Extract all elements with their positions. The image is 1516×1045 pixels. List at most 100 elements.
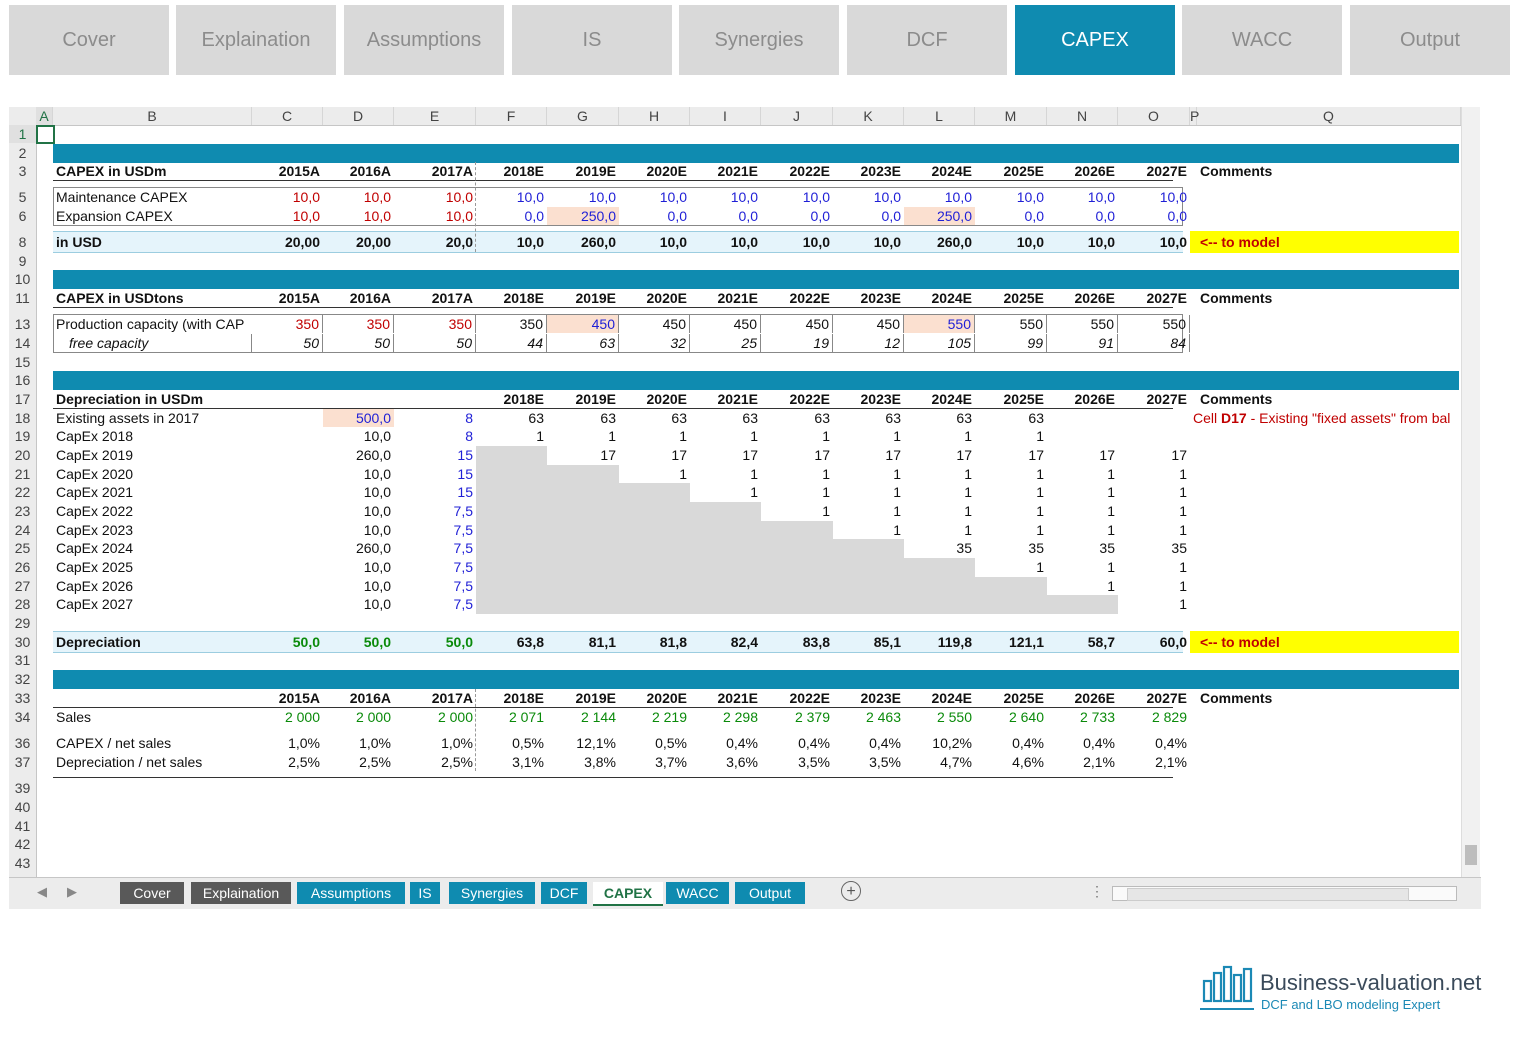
value-cell[interactable]: 0,0	[667, 208, 687, 224]
value-cell[interactable]: 1	[1036, 503, 1044, 519]
value-cell[interactable]: 63	[814, 410, 830, 426]
row-header[interactable]: 30	[14, 634, 31, 650]
plus-circle-icon[interactable]: +	[841, 881, 861, 901]
year-header[interactable]: 2019E	[575, 163, 616, 179]
column-header-f[interactable]: F	[476, 107, 547, 125]
value-cell[interactable]: 1	[608, 428, 616, 444]
value-cell[interactable]: 1	[964, 484, 972, 500]
value-cell[interactable]: 10,0	[363, 466, 391, 482]
year-header[interactable]: 2021E	[717, 690, 758, 706]
row-header[interactable]: 17	[14, 391, 31, 407]
year-header[interactable]: 2016A	[349, 163, 391, 179]
value-cell[interactable]: 10,0	[1016, 189, 1044, 205]
value-cell[interactable]: 1	[1107, 578, 1115, 594]
total-cell[interactable]: 50,0	[292, 634, 320, 650]
value-cell[interactable]: 8	[465, 428, 473, 444]
value-cell[interactable]: 10,0	[445, 208, 473, 224]
value-cell[interactable]: 1	[1179, 522, 1187, 538]
value-cell[interactable]: 260,0	[355, 447, 391, 463]
value-cell[interactable]: 1	[1036, 428, 1044, 444]
horizontal-scrollbar[interactable]	[1112, 886, 1457, 901]
total-cell[interactable]: 58,7	[1087, 634, 1115, 650]
value-cell[interactable]: 1	[1036, 466, 1044, 482]
value-cell[interactable]: 50	[252, 334, 323, 352]
row-header[interactable]: 43	[14, 855, 31, 871]
year-header[interactable]: 2020E	[646, 690, 687, 706]
value-cell[interactable]: 2 000	[355, 709, 391, 725]
column-header-h[interactable]: H	[619, 107, 690, 125]
value-cell[interactable]: 0,4%	[1155, 735, 1187, 751]
value-cell[interactable]: 10,0	[1159, 189, 1187, 205]
row-header[interactable]: 1	[9, 125, 36, 143]
value-cell[interactable]: 35	[956, 540, 972, 556]
value-cell[interactable]: 1	[822, 466, 830, 482]
year-header[interactable]: 2021E	[717, 290, 758, 306]
nav-tab-capex[interactable]: CAPEX	[1015, 5, 1175, 75]
total-cell[interactable]: 20,00	[284, 234, 320, 250]
value-cell[interactable]: 1	[1107, 484, 1115, 500]
value-cell[interactable]: 0,0	[881, 208, 901, 224]
value-cell[interactable]: 2 144	[580, 709, 616, 725]
nav-tab-explaination[interactable]: Explaination	[176, 5, 336, 75]
sheet-tab-capex[interactable]: CAPEX	[593, 882, 663, 906]
total-cell[interactable]: 121,1	[1008, 634, 1044, 650]
chevron-right-icon[interactable]: ▶	[67, 884, 77, 899]
row-header[interactable]: 9	[18, 253, 27, 269]
year-header[interactable]: 2022E	[789, 163, 830, 179]
value-cell[interactable]: 15	[457, 466, 473, 482]
value-cell[interactable]: 91	[1047, 334, 1118, 352]
comments-header[interactable]: Comments	[1200, 391, 1273, 407]
value-cell[interactable]: 2 219	[651, 709, 687, 725]
total-cell[interactable]: 260,0	[936, 234, 972, 250]
value-cell[interactable]: 0,4%	[869, 735, 901, 751]
value-cell[interactable]: 0,0	[1024, 208, 1044, 224]
value-cell[interactable]: 550	[1047, 315, 1118, 333]
value-cell[interactable]: 3,7%	[655, 754, 687, 770]
year-header[interactable]: 2017A	[431, 163, 473, 179]
value-cell[interactable]: 35	[1171, 540, 1187, 556]
value-cell[interactable]: 1	[1179, 466, 1187, 482]
row-header[interactable]: 26	[14, 559, 31, 575]
year-header[interactable]: 2016A	[349, 690, 391, 706]
value-cell[interactable]: 450	[690, 315, 761, 333]
value-cell[interactable]: 1	[822, 484, 830, 500]
year-header[interactable]: 2025E	[1003, 290, 1044, 306]
value-cell[interactable]: 10,0	[363, 189, 391, 205]
value-cell[interactable]: 3,8%	[584, 754, 616, 770]
row-label[interactable]: Sales	[56, 709, 92, 725]
value-cell[interactable]: 2,5%	[359, 754, 391, 770]
value-cell[interactable]: 15	[457, 484, 473, 500]
year-header[interactable]: 2022E	[789, 690, 830, 706]
column-header-o[interactable]: O	[1118, 107, 1190, 125]
value-cell[interactable]: 63	[671, 410, 687, 426]
value-cell[interactable]: 63	[528, 410, 544, 426]
value-cell[interactable]: 450	[833, 315, 904, 333]
nav-tab-synergies[interactable]: Synergies	[679, 5, 839, 75]
row-label[interactable]: CapEx 2018	[56, 428, 134, 444]
year-header[interactable]: 2026E	[1074, 690, 1115, 706]
value-cell[interactable]: 0,4%	[1083, 735, 1115, 751]
total-cell[interactable]: 20,0	[445, 234, 473, 250]
total-cell[interactable]: 63,8	[516, 634, 544, 650]
value-cell[interactable]: 3,1%	[512, 754, 544, 770]
value-cell[interactable]: 0,0	[810, 208, 830, 224]
value-cell[interactable]: 8	[465, 410, 473, 426]
value-cell[interactable]: 1,0%	[359, 735, 391, 751]
column-header-e[interactable]: E	[394, 107, 476, 125]
row-label[interactable]: free capacity	[53, 334, 252, 352]
row-label[interactable]: in USD	[56, 234, 102, 250]
value-cell[interactable]: 350	[476, 315, 547, 333]
row-header[interactable]: 20	[14, 447, 31, 463]
column-header-d[interactable]: D	[323, 107, 394, 125]
value-cell[interactable]: 17	[956, 447, 972, 463]
value-cell[interactable]: 10,0	[730, 189, 758, 205]
value-cell[interactable]: 260,0	[355, 540, 391, 556]
row-header[interactable]: 5	[18, 189, 27, 205]
sheet-tab-output[interactable]: Output	[735, 882, 805, 904]
year-header[interactable]: 2017A	[431, 690, 473, 706]
value-cell[interactable]: 3,6%	[726, 754, 758, 770]
comments-header[interactable]: Comments	[1200, 690, 1273, 706]
value-cell[interactable]: 10,0	[802, 189, 830, 205]
total-cell[interactable]: 50,0	[445, 634, 473, 650]
value-cell[interactable]: 1	[1107, 466, 1115, 482]
